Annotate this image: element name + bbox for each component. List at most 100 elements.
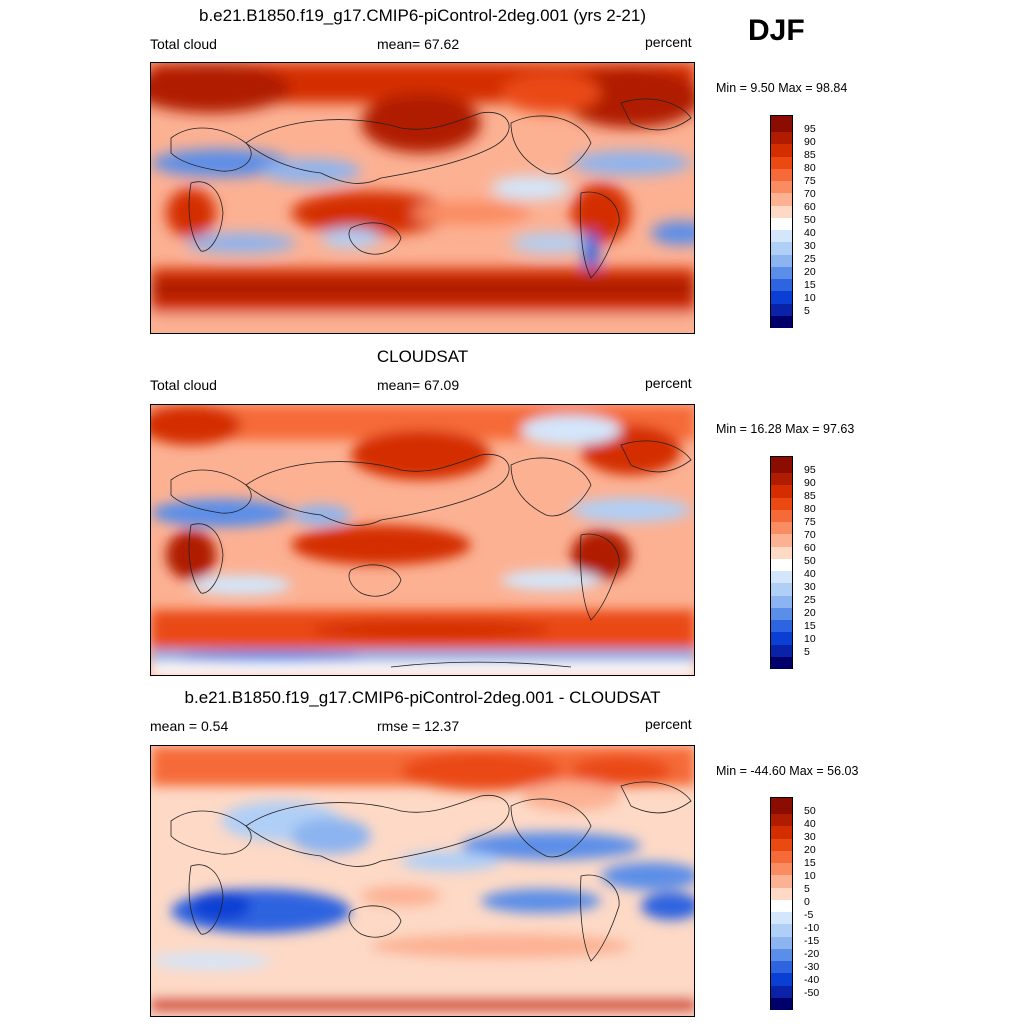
- cbar-3-swatch: [771, 838, 792, 851]
- cbar-1-tick: 95: [804, 123, 816, 135]
- cbar-1-swatch: [771, 132, 792, 145]
- cbar-2-tick: 5: [804, 646, 810, 658]
- cbar-3-tick: -10: [804, 922, 820, 934]
- panel-2-map: [150, 404, 695, 676]
- cbar-2-swatch: [771, 457, 792, 474]
- cbar-2-swatch: [771, 534, 792, 547]
- cbar-1-swatch: [771, 291, 792, 304]
- cbar-3-swatch: [771, 814, 792, 827]
- cbar-3-swatch: [771, 985, 792, 998]
- cbar-1-swatch: [771, 168, 792, 182]
- cbar-1-tick: 50: [804, 214, 816, 226]
- cbar-2-swatch: [771, 595, 792, 608]
- cbar-3-tick: 15: [804, 857, 816, 869]
- cbar-2-tick: 90: [804, 477, 816, 489]
- cbar-2-tick: 10: [804, 633, 816, 645]
- cbar-1-swatch: [771, 315, 792, 328]
- cbar-1-swatch: [771, 279, 792, 292]
- cbar-2-swatch: [771, 546, 792, 559]
- panel-1-map: [150, 62, 695, 334]
- cbar-1-tick: 10: [804, 292, 816, 304]
- cbar-2-swatch: [771, 607, 792, 621]
- cbar-3-tick: 10: [804, 870, 816, 882]
- cbar-3-swatch: [771, 798, 792, 815]
- cbar-1-tick: 90: [804, 136, 816, 148]
- cbar-3-swatch: [771, 924, 792, 937]
- cbar-3-tick: 30: [804, 831, 816, 843]
- panel-3-map: [150, 745, 695, 1017]
- cbar-1-swatch: [771, 266, 792, 280]
- cbar-2-swatch: [771, 583, 792, 596]
- cbar-2-swatch: [771, 473, 792, 486]
- cbar-1-tick: 85: [804, 149, 816, 161]
- panel-1-left-label: Total cloud: [150, 36, 217, 52]
- panel-1-units: percent: [645, 34, 692, 50]
- cbar-3-swatch: [771, 948, 792, 962]
- cbar-2-tick: 60: [804, 542, 816, 554]
- cbar-2-swatch: [771, 497, 792, 510]
- panel-2-center-label: mean= 67.09: [377, 377, 460, 393]
- cbar-1-tick: 75: [804, 175, 816, 187]
- cbar-1-swatch: [771, 193, 792, 206]
- cbar-3-tick: 20: [804, 844, 816, 856]
- panel-2-left-label: Total cloud: [150, 377, 217, 393]
- panel-1-minmax: Min = 9.50 Max = 98.84: [716, 81, 848, 95]
- cbar-2-swatch: [771, 656, 792, 669]
- cbar-3-tick: -30: [804, 961, 820, 973]
- cbar-3-swatch: [771, 912, 792, 925]
- cbar-1-tick: 20: [804, 266, 816, 278]
- cbar-2-swatch: [771, 522, 792, 535]
- cbar-1-swatch: [771, 303, 792, 316]
- cbar-3-swatch: [771, 850, 792, 864]
- cbar-2-swatch: [771, 509, 792, 523]
- cbar-1-swatch: [771, 156, 792, 169]
- season-label: DJF: [748, 14, 805, 47]
- cbar-3-tick: -20: [804, 948, 820, 960]
- cbar-3-tick: 50: [804, 805, 816, 817]
- cbar-3-swatch: [771, 875, 792, 888]
- cbar-2-tick: 75: [804, 516, 816, 528]
- panel-2-units: percent: [645, 375, 692, 391]
- cbar-1-tick: 15: [804, 279, 816, 291]
- cbar-2-tick: 95: [804, 464, 816, 476]
- cbar-3-swatch: [771, 936, 792, 949]
- panel-3-minmax: Min = -44.60 Max = 56.03: [716, 764, 859, 778]
- cbar-2-tick: 25: [804, 594, 816, 606]
- cbar-2-swatch: [771, 558, 792, 572]
- cbar-1-tick: 25: [804, 253, 816, 265]
- cbar-3-swatch: [771, 997, 792, 1010]
- panel-3-title: b.e21.B1850.f19_g17.CMIP6-piControl-2deg…: [184, 688, 661, 707]
- cbar-1-tick: 80: [804, 162, 816, 174]
- cbar-2-tick: 70: [804, 529, 816, 541]
- panel-3-colorbar: [770, 797, 793, 1010]
- cbar-1-swatch: [771, 205, 792, 218]
- cbar-2-tick: 50: [804, 555, 816, 567]
- cbar-1-tick: 40: [804, 227, 816, 239]
- panel-1-title: b.e21.B1850.f19_g17.CMIP6-piControl-2deg…: [199, 6, 646, 25]
- cbar-3-swatch: [771, 899, 792, 913]
- cbar-3-swatch: [771, 826, 792, 839]
- cbar-3-tick: 0: [804, 896, 810, 908]
- cbar-1-swatch: [771, 116, 792, 133]
- cbar-1-tick: 60: [804, 201, 816, 213]
- panel-3-left-label: mean = 0.54: [150, 718, 229, 734]
- cbar-2-swatch: [771, 571, 792, 584]
- cbar-3-swatch: [771, 961, 792, 974]
- cbar-3-tick: -15: [804, 935, 820, 947]
- cbar-2-swatch: [771, 632, 792, 645]
- cbar-1-swatch: [771, 144, 792, 157]
- panel-2-minmax: Min = 16.28 Max = 97.63: [716, 422, 855, 436]
- cbar-1-tick: 5: [804, 305, 810, 317]
- cbar-1-tick: 70: [804, 188, 816, 200]
- cbar-2-tick: 15: [804, 620, 816, 632]
- panel-3-center-label: rmse = 12.37: [377, 718, 460, 734]
- panel-2-title: CLOUDSAT: [376, 347, 469, 366]
- cbar-2-tick: 30: [804, 581, 816, 593]
- cbar-3-swatch: [771, 863, 792, 876]
- cbar-2-tick: 80: [804, 503, 816, 515]
- cbar-3-tick: 40: [804, 818, 816, 830]
- cbar-2-tick: 85: [804, 490, 816, 502]
- cbar-2-swatch: [771, 644, 792, 657]
- panel-1-colorbar: [770, 115, 793, 328]
- cbar-3-swatch: [771, 887, 792, 900]
